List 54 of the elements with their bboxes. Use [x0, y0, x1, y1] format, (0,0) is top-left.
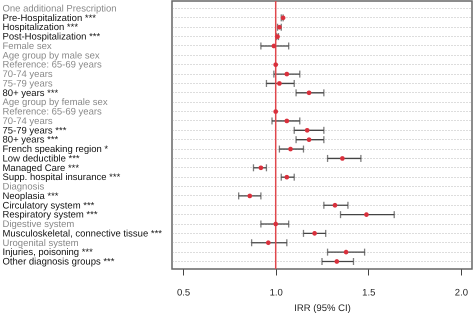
y-tick-label: Neoplasia ***	[2, 190, 59, 202]
point	[273, 222, 278, 226]
y-tick-label: 75-79 years	[2, 78, 53, 90]
y-tick-label: French speaking region *	[2, 144, 108, 156]
x-tick-label: 2.0	[454, 288, 468, 298]
y-tick-label: Diagnosis	[2, 182, 44, 193]
y-tick-label: Low deductible ***	[2, 153, 80, 164]
y-tick-label: 80+ years ***	[2, 134, 59, 146]
point	[273, 62, 278, 68]
x-tick-label: 1.0	[270, 288, 283, 298]
y-tick-label: 80+ years ***	[2, 88, 59, 99]
point	[277, 81, 282, 86]
point	[332, 202, 338, 208]
y-tick-label: Reference: 65-69 years	[2, 106, 102, 118]
y-tick-label: Post-Hospitalization ***	[2, 32, 100, 43]
point	[284, 174, 290, 180]
point	[247, 194, 252, 198]
point	[340, 156, 345, 161]
y-tick-label: Managed Care ***	[2, 162, 80, 174]
y-tick-label: Injuries, poisoning ***	[2, 247, 94, 258]
y-tick-label: Respiratory system ***	[2, 210, 98, 221]
point	[312, 231, 317, 236]
point	[273, 109, 278, 114]
x-tick-label: 1.5	[362, 288, 376, 298]
point	[284, 72, 290, 76]
point	[306, 137, 312, 142]
y-tick-label: Digestive system	[2, 219, 74, 230]
y-tick-label: Musculoskeletal, connective tissue ***	[2, 228, 162, 240]
y-tick-label: Hospitalization ***	[2, 22, 78, 34]
y-tick-label: Supp. hospital insurance ***	[2, 172, 121, 184]
y-tick-label: Reference: 65-69 years	[2, 60, 102, 71]
x-axis-title: IRR (95% CI)	[294, 303, 351, 314]
y-tick-label: Age group by male sex	[2, 50, 100, 62]
y-tick-label: Pre-Hospitalization ***	[2, 12, 96, 24]
y-tick-label: Age group by female sex	[2, 97, 108, 108]
point	[344, 250, 348, 254]
point	[258, 165, 264, 170]
point	[284, 118, 290, 124]
point	[304, 128, 310, 133]
y-tick-label: 75-79 years ***	[2, 125, 67, 136]
y-tick-label: Circulatory system ***	[2, 200, 95, 212]
y-tick-label: Urogenital system	[2, 238, 79, 249]
y-tick-label: Female sex	[2, 40, 52, 52]
point	[334, 259, 340, 264]
y-tick-label: Other diagnosis groups ***	[2, 256, 115, 268]
x-tick-label: 0.5	[177, 288, 190, 298]
y-tick-label: 70-74 years	[2, 69, 53, 80]
point	[364, 212, 369, 217]
y-tick-label: One additional Prescription	[2, 3, 117, 14]
point	[272, 44, 276, 48]
point	[288, 146, 293, 152]
y-tick-label: 70-74 years	[2, 116, 53, 127]
point	[306, 90, 312, 96]
point	[266, 240, 271, 246]
